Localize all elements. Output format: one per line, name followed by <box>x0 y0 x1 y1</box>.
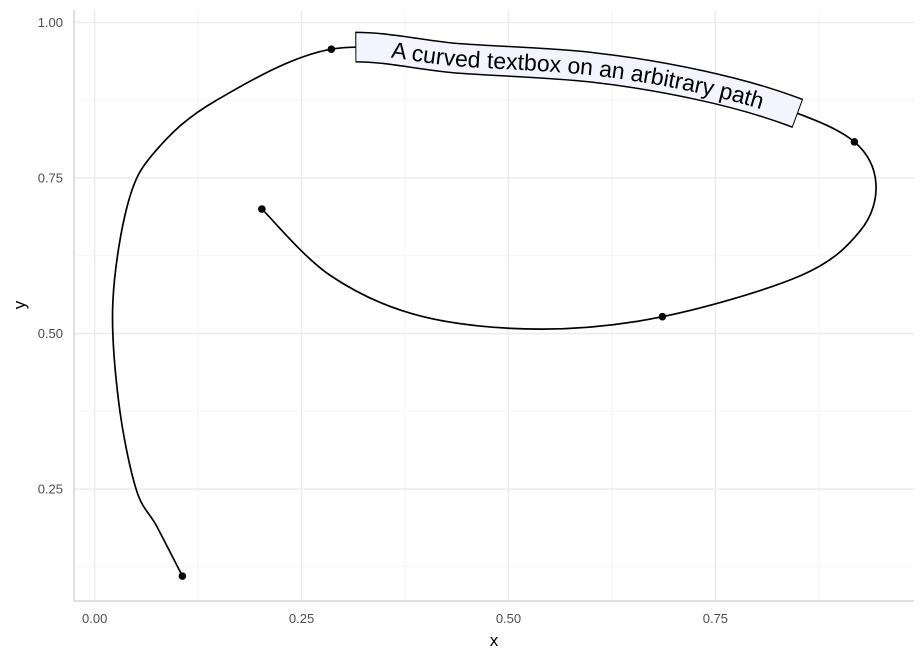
x-tick-label: 0.00 <box>82 611 107 626</box>
curve-line <box>111 46 877 577</box>
y-tick-label: 0.75 <box>38 170 63 185</box>
label-box-border <box>96 31 892 584</box>
data-point <box>178 572 187 580</box>
x-tick-label: 0.75 <box>703 611 728 626</box>
grid <box>74 10 914 601</box>
y-tick-label: 0.50 <box>38 326 63 341</box>
label-box <box>98 33 891 583</box>
y-axis-title: y <box>10 300 29 309</box>
data-point <box>850 138 859 146</box>
x-tick-label: 0.25 <box>289 611 314 626</box>
data-point <box>327 45 336 53</box>
y-tick-label: 1.00 <box>38 15 63 30</box>
y-tick-label: 0.25 <box>38 482 63 497</box>
x-tick-label: 0.50 <box>496 611 521 626</box>
data-point <box>658 312 667 321</box>
data-point <box>258 205 266 213</box>
x-axis-title: x <box>490 631 499 650</box>
